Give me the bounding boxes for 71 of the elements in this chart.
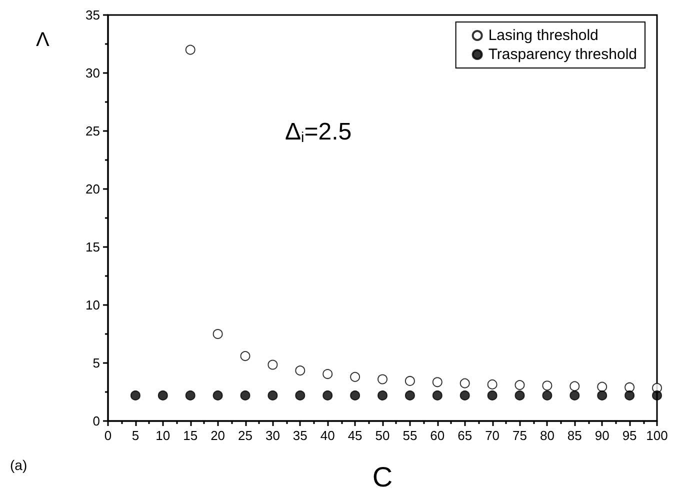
text: (a) (10, 457, 28, 473)
y-tick-label: 20 (86, 182, 100, 196)
legend-label: Trasparency threshold (488, 46, 638, 63)
point (295, 390, 306, 400)
point (268, 360, 278, 370)
y-tick-label: 35 (86, 8, 100, 22)
point (240, 390, 250, 400)
x-tick-label: 25 (238, 428, 252, 443)
point (378, 374, 388, 384)
x-tick-label: 5 (132, 428, 140, 443)
x-tick-label: 65 (458, 428, 472, 443)
point (212, 390, 223, 400)
x-tick-label: 90 (594, 428, 610, 443)
point (350, 390, 360, 400)
point (487, 379, 498, 390)
point (404, 390, 415, 400)
point (404, 376, 415, 386)
point (570, 390, 580, 400)
x-tick-label: 95 (622, 428, 637, 443)
x-tick-label: 100 (646, 428, 668, 443)
x-tick-label: 80 (540, 428, 554, 443)
point (652, 390, 662, 400)
point (542, 380, 552, 391)
point (624, 390, 635, 400)
x-tick-label: 50 (375, 428, 390, 443)
y-tick-label: 0 (92, 414, 100, 428)
x-tick-label: 35 (292, 428, 308, 443)
legend-label: Lasing threshold (488, 27, 598, 44)
point (487, 390, 498, 400)
point (514, 380, 525, 390)
y-axis-title: Λ (36, 29, 50, 51)
x-tick-label: 45 (348, 428, 362, 443)
point (378, 390, 388, 400)
x-tick-label: 85 (567, 428, 582, 443)
x-tick-label: 30 (265, 428, 280, 443)
x-tick-label: 15 (183, 428, 198, 443)
point (130, 390, 140, 400)
point (350, 372, 360, 382)
x-tick-label: 10 (156, 428, 170, 443)
point (542, 390, 552, 400)
x-tick-label: 60 (430, 428, 445, 443)
x-tick-label: 0 (104, 428, 112, 443)
y-tick-label: 25 (86, 124, 100, 138)
x-tick-label: 40 (320, 428, 335, 443)
y-tick-label: 10 (86, 298, 100, 312)
point (322, 369, 333, 380)
x-axis-title: C (372, 462, 393, 492)
y-tick-label: 30 (86, 66, 100, 80)
point (570, 381, 580, 392)
point (295, 366, 306, 376)
x-tick-label: 20 (210, 428, 226, 443)
point (597, 390, 608, 400)
point (185, 390, 196, 400)
point (185, 44, 196, 55)
point (240, 351, 250, 362)
point (212, 329, 223, 339)
point (624, 382, 635, 392)
x-tick-label: 55 (402, 428, 418, 443)
point (597, 382, 608, 392)
point (268, 390, 278, 400)
x-tick-label: 75 (512, 428, 527, 443)
point (460, 378, 470, 388)
point (322, 390, 333, 400)
point (460, 390, 470, 400)
point (514, 390, 525, 400)
point (432, 390, 442, 400)
point (432, 377, 442, 388)
y-tick-label: 15 (86, 240, 100, 254)
y-tick-label: 5 (92, 356, 100, 370)
x-tick-label: 70 (485, 428, 500, 443)
point (158, 390, 168, 400)
